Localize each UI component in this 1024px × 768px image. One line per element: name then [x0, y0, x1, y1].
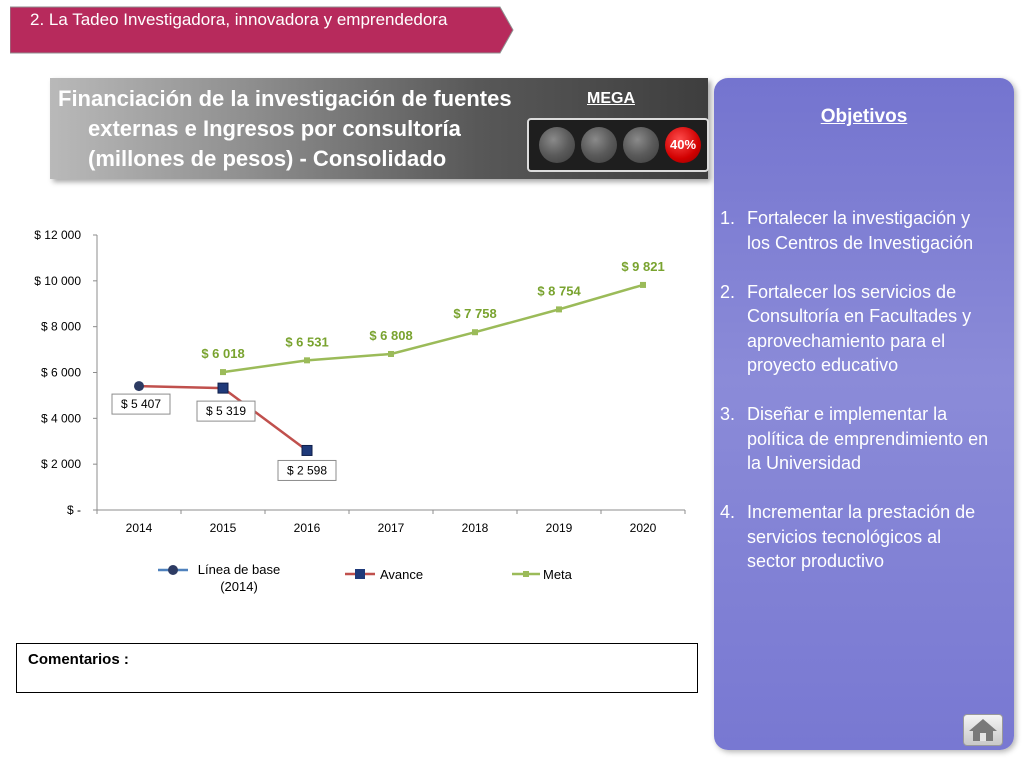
y-tick-label: $ 4 000: [41, 411, 81, 425]
y-tick-label: $ 6 000: [41, 366, 81, 380]
legend-marker-avance: [355, 569, 365, 579]
data-label-baseline: $ 5 407: [121, 397, 161, 411]
data-point-meta: [304, 357, 310, 364]
legend-label-meta: Meta: [543, 567, 573, 582]
data-label-meta: $ 7 758: [453, 306, 496, 321]
legend-label-baseline-2: (2014): [220, 579, 258, 594]
legend-label-baseline: Línea de base: [198, 562, 280, 577]
y-tick-label: $ 10 000: [34, 274, 81, 288]
y-tick-label: $ 8 000: [41, 320, 81, 334]
data-label-meta: $ 6 808: [369, 328, 412, 343]
page-title-line-2: externas e Ingresos por consultoría: [88, 116, 461, 141]
section-title: 2. La Tadeo Investigadora, innovadora y …: [30, 10, 448, 29]
page-title: Financiación de la investigación de fuen…: [58, 84, 518, 174]
traffic-light-indicator: 40%: [527, 118, 709, 172]
x-tick-label: 2018: [462, 521, 489, 535]
x-tick-label: 2016: [294, 521, 321, 535]
y-tick-label: $ -: [67, 503, 81, 517]
objective-item: 2. Fortalecer los servicios de Consultorí…: [720, 281, 972, 376]
data-point-avance: [301, 444, 313, 456]
series-line-meta: [222, 283, 644, 374]
chart-series: [134, 281, 646, 456]
objective-item: 4. Incrementar la prestación de servicios…: [720, 502, 976, 571]
x-tick-label: 2014: [126, 521, 153, 535]
data-label-avance-box: [277, 459, 337, 481]
objectives-title: Objetivos: [820, 106, 908, 127]
x-tick-label: 2020: [630, 521, 657, 535]
page-title-line-1: Financiación de la investigación de fuen…: [58, 86, 512, 111]
data-point-avance: [217, 382, 229, 394]
data-point-meta: [556, 306, 562, 313]
chart-data-labels: $ 6 018 $ 6 531 $ 6 808 $ 7 758 $ 8 754 $ 9 8…: [111, 259, 665, 481]
indicator-lamp-off: [581, 127, 617, 163]
x-tick-label: 2019: [546, 521, 573, 535]
home-button[interactable]: [963, 714, 1003, 746]
legend-label-avance: Avance: [380, 567, 423, 582]
y-tick-label: $ 12 000: [34, 228, 81, 242]
data-label-baseline-box: [111, 393, 171, 415]
objectives-panel: Objetivos 1. Fortalecer la investigación …: [714, 78, 1014, 750]
data-point-meta: [472, 329, 478, 336]
data-point-meta: [220, 369, 226, 376]
data-point-meta: [388, 350, 394, 357]
page-title-line-3: (millones de pesos) - Consolidado: [88, 146, 447, 171]
data-label-meta: $ 9 821: [621, 259, 664, 274]
data-point-baseline: [134, 381, 144, 392]
x-tick-label: 2017: [378, 521, 405, 535]
data-label-avance: $ 2 598: [287, 463, 327, 477]
data-label-meta: $ 6 018: [201, 346, 244, 361]
data-label-meta: $ 6 531: [285, 334, 328, 349]
home-icon: [969, 719, 997, 741]
legend-marker-baseline: [168, 565, 178, 575]
data-label-avance-box: [196, 400, 256, 422]
indicator-lamp-red: 40%: [665, 127, 701, 163]
comments-label: Comentarios :: [28, 651, 129, 668]
y-tick-label: $ 2 000: [41, 457, 81, 471]
x-tick-label: 2015: [210, 521, 237, 535]
indicator-lamp-off: [539, 127, 575, 163]
mega-label: MEGA: [587, 90, 635, 107]
data-label-meta: $ 8 754: [537, 283, 581, 298]
data-point-meta: [640, 281, 646, 288]
comments-box[interactable]: Comentarios :: [16, 643, 698, 693]
chart-legend: Línea de base (2014) Avance Meta: [158, 562, 573, 594]
objective-item: 3. Diseñar e implementar la política de e…: [720, 404, 989, 473]
legend-marker-meta: [523, 571, 529, 577]
title-panel: Financiación de la investigación de fuen…: [50, 78, 709, 179]
chart-axes: $ - $ 2 000 $ 4 000 $ 6 000 $ 8 000 $ 10 000 $…: [34, 228, 686, 535]
objectives-list: 1. Fortalecer la investigación y los Cent…: [720, 206, 990, 598]
indicator-lamp-off: [623, 127, 659, 163]
section-banner-shape: [10, 6, 514, 54]
data-label-avance: $ 5 319: [206, 404, 246, 418]
section-banner: 2. La Tadeo Investigadora, innovadora y …: [10, 6, 515, 54]
objective-item: 1. Fortalecer la investigación y los Cent…: [720, 208, 974, 253]
line-chart: $ - $ 2 000 $ 4 000 $ 6 000 $ 8 000 $ 10 000 $…: [34, 228, 686, 594]
